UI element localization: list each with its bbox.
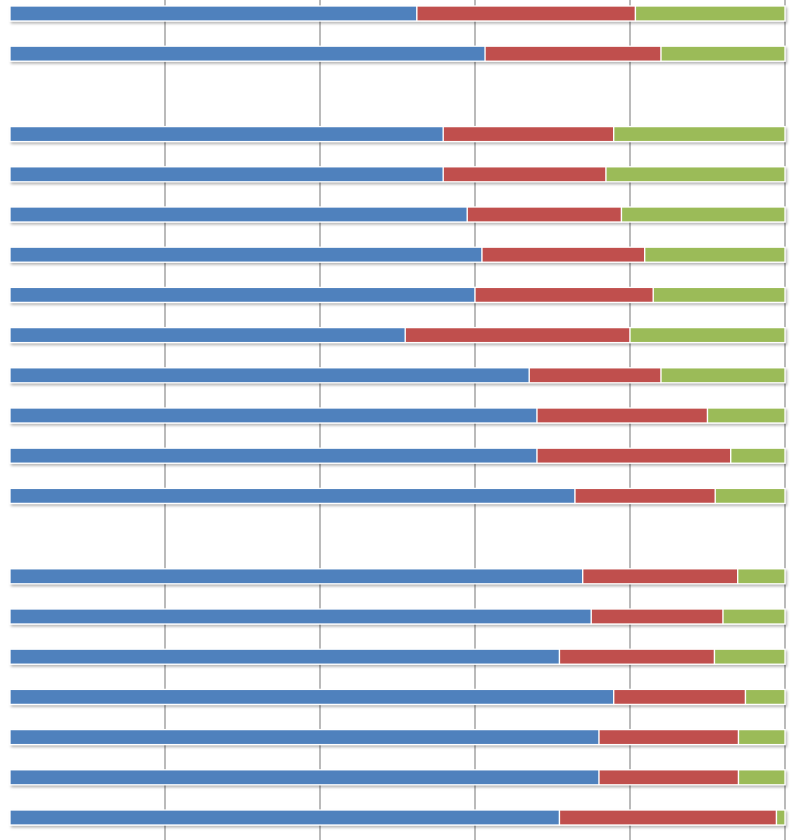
bar-segment-row9-series0 — [9, 367, 530, 384]
bar-segment-row20-series1 — [558, 809, 778, 826]
bar-row-19 — [9, 769, 786, 786]
bar-segment-row12-series2 — [714, 487, 786, 505]
bar-segment-row17-series0 — [9, 688, 615, 706]
bar-segment-row4-series2 — [605, 166, 786, 183]
bar-segment-row18-series2 — [737, 728, 786, 746]
bar-segment-row10-series2 — [706, 407, 786, 424]
bar-row-8 — [9, 326, 786, 344]
bar-row-15 — [9, 608, 786, 625]
bar-segment-row18-series1 — [598, 728, 740, 746]
bar-segment-row10-series1 — [536, 407, 709, 424]
bar-segment-row15-series2 — [722, 608, 786, 625]
bar-segment-row1-series0 — [9, 45, 486, 62]
bar-segment-row19-series2 — [737, 769, 786, 786]
bar-rows — [9, 5, 786, 826]
bar-row-17 — [9, 688, 786, 706]
bar-segment-row4-series0 — [9, 166, 444, 183]
bar-segment-row7-series2 — [652, 286, 786, 304]
bar-row-3 — [9, 125, 786, 143]
bar-segment-row3-series2 — [613, 125, 786, 143]
bar-segment-row6-series0 — [9, 246, 483, 263]
bar-row-5 — [9, 206, 786, 223]
bar-segment-row15-series0 — [9, 608, 592, 625]
bar-segment-row8-series0 — [9, 326, 406, 344]
bar-segment-row0-series0 — [9, 5, 418, 22]
bar-segment-row19-series0 — [9, 769, 600, 786]
bar-segment-row15-series1 — [590, 608, 724, 625]
bar-segment-row7-series0 — [9, 286, 476, 304]
bar-segment-row9-series1 — [528, 367, 662, 384]
bar-segment-row0-series1 — [416, 5, 637, 22]
bar-segment-row20-series2 — [775, 809, 786, 826]
bar-segment-row11-series0 — [9, 447, 538, 464]
bar-segment-row17-series1 — [613, 688, 747, 706]
bar-segment-row3-series1 — [442, 125, 615, 143]
bar-segment-row1-series2 — [660, 45, 786, 62]
bar-row-7 — [9, 286, 786, 304]
bar-segment-row19-series1 — [598, 769, 740, 786]
bar-segment-row5-series0 — [9, 206, 468, 223]
bar-row-12 — [9, 487, 786, 505]
bar-row-16 — [9, 648, 786, 665]
bar-segment-row17-series2 — [744, 688, 786, 706]
bar-segment-row9-series2 — [660, 367, 786, 384]
bar-segment-row6-series2 — [644, 246, 786, 263]
bar-segment-row8-series2 — [629, 326, 786, 344]
bar-row-11 — [9, 447, 786, 464]
bar-segment-row8-series1 — [404, 326, 631, 344]
bar-row-4 — [9, 166, 786, 183]
bar-segment-row5-series1 — [466, 206, 623, 223]
bar-row-0 — [9, 5, 786, 22]
bar-row-14 — [9, 568, 786, 585]
bar-segment-row10-series0 — [9, 407, 538, 424]
bar-segment-row3-series0 — [9, 125, 444, 143]
bar-row-6 — [9, 246, 786, 263]
bar-segment-row18-series0 — [9, 728, 600, 746]
bar-row-18 — [9, 728, 786, 746]
bar-row-9 — [9, 367, 786, 384]
bar-segment-row11-series2 — [730, 447, 786, 464]
bar-row-10 — [9, 407, 786, 424]
bar-segment-row6-series1 — [481, 246, 646, 263]
bar-segment-row4-series1 — [442, 166, 607, 183]
bar-segment-row14-series2 — [737, 568, 786, 585]
bar-segment-row1-series1 — [484, 45, 662, 62]
bar-row-20 — [9, 809, 786, 826]
bar-segment-row11-series1 — [536, 447, 732, 464]
bar-segment-row16-series1 — [558, 648, 716, 665]
bar-segment-row12-series1 — [574, 487, 716, 505]
bar-segment-row16-series2 — [713, 648, 786, 665]
bar-segment-row16-series0 — [9, 648, 561, 665]
bar-segment-row7-series1 — [474, 286, 654, 304]
bar-segment-row5-series2 — [620, 206, 786, 223]
bar-segment-row0-series2 — [634, 5, 786, 22]
bar-segment-row14-series1 — [582, 568, 739, 585]
bar-row-1 — [9, 45, 786, 62]
bar-segment-row12-series0 — [9, 487, 576, 505]
bar-segment-row20-series0 — [9, 809, 561, 826]
bar-segment-row14-series0 — [9, 568, 584, 585]
